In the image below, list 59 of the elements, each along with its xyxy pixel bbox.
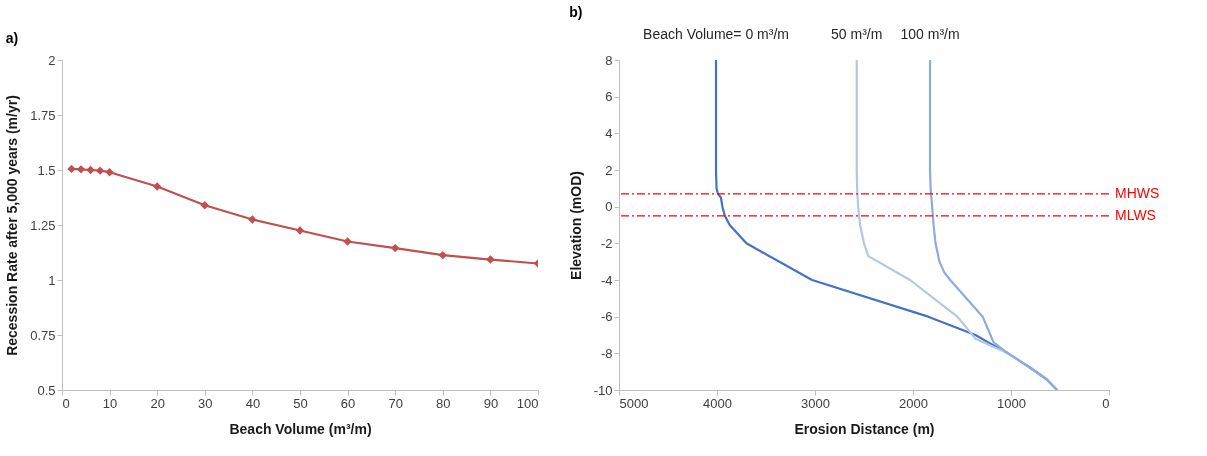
x-tick-label: 3000 (801, 395, 830, 411)
point (438, 250, 447, 260)
line-series (928, 60, 1059, 390)
x-tick-label: 1000 (997, 395, 1026, 411)
y-tick-label: 1.25 (30, 217, 56, 233)
y-tick-label: 0 (605, 199, 613, 215)
x-tick-label: 40 (245, 395, 261, 411)
y-tick-label: 6 (605, 89, 613, 105)
series-label: 100 m³/m (900, 26, 960, 42)
point (295, 226, 305, 235)
x-tick-label: 90 (483, 395, 499, 411)
x-axis-title: Erosion Distance (m) (794, 420, 935, 437)
y-tick-label: 2 (605, 162, 613, 178)
x-tick-label: 4000 (703, 395, 732, 411)
point (86, 165, 95, 175)
x-tick-label: 50 (293, 395, 308, 411)
x-tick-label: 70 (388, 395, 403, 411)
y-tick-label: -10 (593, 382, 613, 398)
x-tick-label: 2000 (899, 395, 928, 411)
point (153, 182, 162, 191)
x-tick-label: 30 (198, 395, 213, 411)
x-tick-label: 0 (62, 395, 70, 411)
x-tick-label: 20 (150, 395, 165, 411)
y-tick-label: 0.5 (37, 382, 56, 398)
point (67, 164, 76, 174)
series-label: 50 m³/m (831, 26, 883, 42)
x-tick-label: 5000 (619, 395, 649, 411)
y-axis-title: Elevation (mOD) (567, 171, 584, 280)
y-tick-label: -8 (600, 345, 613, 361)
y-tick-label: 8 (605, 52, 613, 68)
y-tick-label: 0.75 (30, 327, 56, 343)
y-tick-label: 1.75 (30, 107, 56, 123)
y-tick-label: -6 (600, 309, 613, 325)
x-tick-label: 60 (340, 395, 356, 411)
ref-line-label: MHWS (1115, 184, 1160, 201)
point (95, 166, 105, 175)
y-tick-label: 4 (605, 125, 613, 141)
point (76, 165, 86, 174)
series-label: Beach Volume= 0 m³/m (643, 26, 789, 42)
y-tick-label: 2 (48, 52, 56, 68)
x-tick-label: 80 (436, 395, 451, 411)
point (486, 255, 495, 264)
y-tick-label: 1 (48, 272, 56, 288)
y-tick-label: -4 (600, 272, 613, 288)
x-tick-label: 0 (1102, 395, 1110, 411)
ref-line-label: MLWS (1115, 206, 1156, 223)
x-tick-label: 10 (102, 395, 118, 411)
y-axis-title: Recession Rate after 5,000 years (m/yr) (4, 95, 21, 356)
point (248, 215, 257, 224)
y-tick-label: -2 (600, 235, 613, 251)
y-tick-label: 1.5 (37, 162, 56, 178)
chart-title: a) (5, 30, 19, 46)
point (343, 237, 352, 246)
point (200, 201, 209, 210)
x-tick-label: 100 (516, 395, 539, 411)
point (105, 168, 114, 177)
point (391, 243, 400, 253)
chart-title: b) (569, 4, 583, 20)
x-axis-title: Beach Volume (m³/m) (229, 420, 372, 437)
